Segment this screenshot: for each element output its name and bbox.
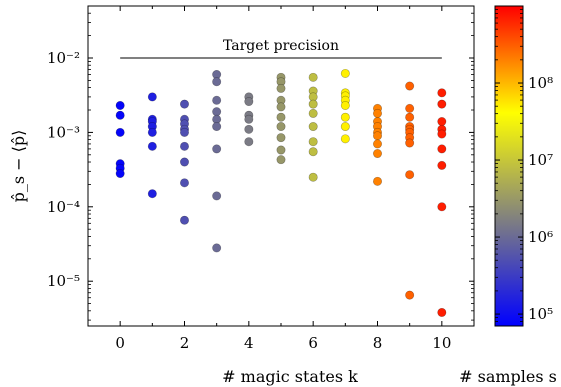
colorbar-tick-label: 10⁵ [528,305,553,323]
data-point [244,137,254,147]
data-point [405,170,415,180]
data-point [276,155,286,165]
data-point [212,95,222,105]
data-point [212,191,222,201]
y-axis-ticks: 10⁻² 10⁻³ 10⁻⁴ 10⁻⁵ [47,5,474,321]
data-point [372,131,382,141]
data-point [437,202,447,212]
data-point [340,122,350,132]
data-point [212,77,222,87]
x-axis-ticks: 0 2 4 6 8 10 [87,6,475,352]
colorbar-tick-label: 10⁶ [528,228,553,246]
data-point [372,139,382,149]
y-tick-label: 10⁻² [47,49,80,67]
x-tick-label: 8 [373,334,383,352]
data-point [308,99,318,109]
data-point [308,108,318,118]
data-point [115,127,125,137]
data-point [340,68,350,78]
data-point [276,102,286,112]
data-point [340,100,350,110]
data-point [372,149,382,159]
data-point [147,127,157,137]
data-points [115,68,447,317]
data-point [340,134,350,144]
data-point [115,110,125,120]
data-point [308,137,318,147]
data-point [437,117,447,127]
data-point [180,178,190,188]
x-tick-label: 6 [308,334,318,352]
colorbar-tick-label: 10⁸ [528,74,553,92]
data-point [308,122,318,132]
data-point [276,83,286,93]
data-point [405,138,415,148]
y-axis-label: p̂_s − ⟨p̂⟩ [9,130,28,203]
data-point [405,290,415,300]
data-point [437,88,447,98]
data-point [180,141,190,151]
x-tick-label: 0 [115,334,125,352]
data-point [147,92,157,102]
data-point [212,122,222,132]
data-point [276,133,286,143]
colorbar-tick-label: 10⁷ [528,151,553,169]
data-point [115,169,125,179]
data-point [372,176,382,186]
data-point [212,107,222,117]
colorbar [494,5,524,327]
colorbar-ticks: 10⁵ 10⁶ 10⁷ 10⁸ [495,9,553,327]
data-point [308,172,318,182]
data-point [244,124,254,134]
data-point [437,160,447,170]
data-point [244,114,254,124]
data-point [437,144,447,154]
data-point [147,141,157,151]
x-axis-label: # magic states k [222,367,358,386]
data-point [212,144,222,154]
data-point [308,147,318,157]
x-tick-label: 4 [244,334,254,352]
data-point [180,127,190,137]
x-tick-label: 2 [180,334,190,352]
y-tick-label: 10⁻³ [47,123,80,141]
data-point [372,108,382,118]
target-precision-label: Target precision [223,38,339,54]
data-point [276,122,286,132]
data-point [405,81,415,91]
x-tick-label: 10 [432,334,451,352]
colorbar-label: # samples s [459,367,557,386]
data-point [340,112,350,122]
data-point [437,99,447,109]
data-point [115,100,125,110]
data-point [437,307,447,317]
data-point [180,157,190,167]
data-point [437,129,447,139]
y-tick-label: 10⁻⁵ [47,272,80,290]
data-point [147,189,157,199]
data-point [405,103,415,113]
data-point [244,97,254,107]
data-point [276,112,286,122]
y-tick-label: 10⁻⁴ [47,198,80,216]
data-point [308,72,318,82]
data-point [180,99,190,109]
data-point [180,215,190,225]
data-point [405,112,415,122]
data-point [276,145,286,155]
data-point [212,243,222,253]
